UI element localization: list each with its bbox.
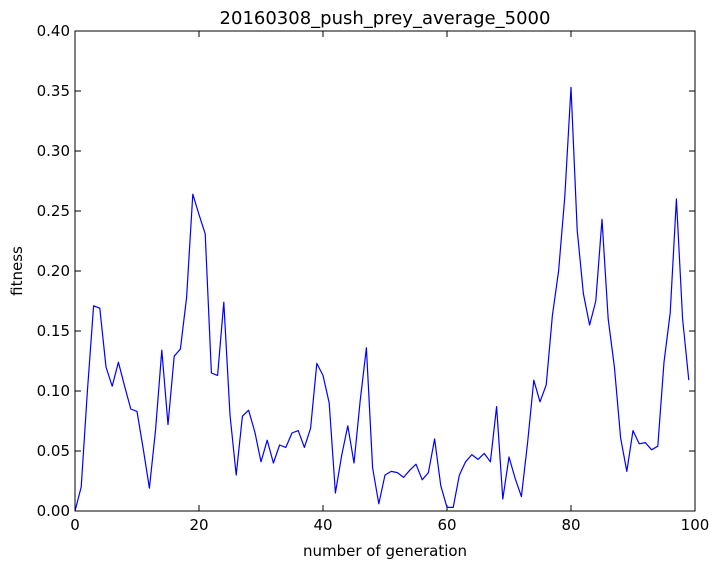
fitness-series-line <box>74 86 690 512</box>
y-axis-ticks: 0.00 0.05 0.10 0.15 0.20 0.25 0.30 0.35 0.40 <box>37 22 695 520</box>
y-tick-label: 0.30 <box>37 142 70 160</box>
x-tick-label: 20 <box>189 516 208 534</box>
y-tick-label: 0.25 <box>37 202 70 220</box>
y-tick-label: 0.05 <box>37 442 70 460</box>
x-tick-label: 40 <box>313 516 332 534</box>
y-tick-label: 0.15 <box>37 322 70 340</box>
x-tick-label: 60 <box>437 516 456 534</box>
plot-frame <box>74 30 696 512</box>
y-tick-label: 0.35 <box>37 82 70 100</box>
y-tick-label: 0.40 <box>37 22 70 40</box>
x-axis-ticks: 0 20 40 60 80 100 <box>70 31 709 534</box>
x-tick-label: 100 <box>681 516 710 534</box>
y-tick-label: 0.20 <box>37 262 70 280</box>
chart-title: 20160308_push_prey_average_5000 <box>220 8 551 29</box>
series-layer <box>74 86 690 512</box>
y-axis-label: fitness <box>8 246 26 296</box>
y-tick-label: 0.00 <box>37 502 70 520</box>
y-tick-label: 0.10 <box>37 382 70 400</box>
x-axis-label: number of generation <box>303 542 467 560</box>
x-tick-label: 0 <box>70 516 80 534</box>
x-tick-label: 80 <box>561 516 580 534</box>
